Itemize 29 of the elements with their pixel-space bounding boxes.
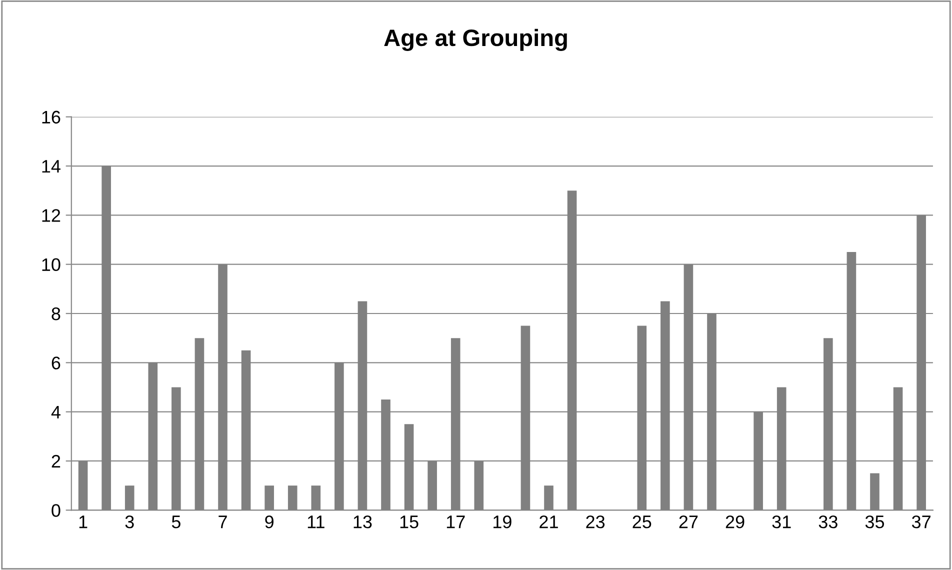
x-tick-label: 9 xyxy=(265,515,274,528)
y-tick-label: 10 xyxy=(42,258,60,272)
x-tick-label: 23 xyxy=(586,515,605,528)
y-tick-label: 2 xyxy=(52,454,60,468)
chart-title: Age at Grouping xyxy=(384,28,567,51)
y-tick-label: 0 xyxy=(52,504,60,517)
x-tick-label: 37 xyxy=(912,515,930,528)
x-tick-label: 1 xyxy=(79,516,88,528)
x-tick-label: 17 xyxy=(446,516,465,528)
x-tick-label: 25 xyxy=(632,515,652,528)
x-tick-label: 29 xyxy=(726,515,744,528)
x-tick-label: 35 xyxy=(865,515,884,528)
x-tick-label: 27 xyxy=(679,515,698,528)
y-tick-label: 4 xyxy=(51,406,60,418)
y-tick-label: 12 xyxy=(42,209,60,222)
x-tick-label: 31 xyxy=(772,515,791,528)
x-tick-label: 5 xyxy=(172,516,180,528)
x-tick-label: 13 xyxy=(354,515,372,528)
y-tick-label: 8 xyxy=(52,307,60,320)
y-tick-label: 6 xyxy=(52,356,60,370)
x-tick-label: 7 xyxy=(218,516,227,528)
y-tick-label: 14 xyxy=(42,160,60,173)
x-tick-label: 33 xyxy=(818,515,838,528)
x-tick-label: 21 xyxy=(540,515,558,528)
x-tick-label: 11 xyxy=(308,516,324,528)
x-tick-label: 15 xyxy=(400,516,418,528)
x-tick-label: 19 xyxy=(494,515,512,528)
x-tick-label: 3 xyxy=(125,515,134,528)
y-tick-label: 16 xyxy=(42,110,60,124)
